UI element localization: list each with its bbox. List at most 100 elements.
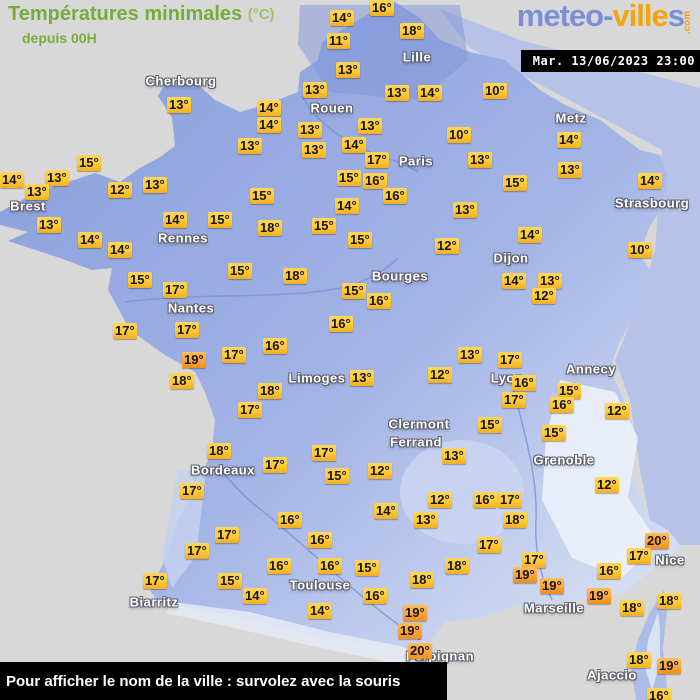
temperature-label[interactable]: 12° <box>108 182 132 198</box>
temperature-label[interactable]: 15° <box>325 468 349 484</box>
temperature-label[interactable]: 13° <box>45 170 69 186</box>
temperature-label[interactable]: 20° <box>645 533 669 549</box>
temperature-label[interactable]: 15° <box>77 155 101 171</box>
temperature-label[interactable]: 14° <box>330 10 354 26</box>
temperature-label[interactable]: 17° <box>215 527 239 543</box>
temperature-label[interactable]: 10° <box>628 242 652 258</box>
temperature-label[interactable]: 16° <box>473 492 497 508</box>
temperature-label[interactable]: 19° <box>513 567 537 583</box>
temperature-label[interactable]: 14° <box>163 212 187 228</box>
temperature-label[interactable]: 13° <box>37 217 61 233</box>
temperature-label[interactable]: 17° <box>498 492 522 508</box>
temperature-label[interactable]: 13° <box>468 152 492 168</box>
temperature-label[interactable]: 17° <box>312 445 336 461</box>
temperature-label[interactable]: 15° <box>337 170 361 186</box>
temperature-label[interactable]: 14° <box>0 172 24 188</box>
temperature-label[interactable]: 16° <box>367 293 391 309</box>
temperature-label[interactable]: 13° <box>303 82 327 98</box>
temperature-label[interactable]: 16° <box>308 532 332 548</box>
temperature-label[interactable]: 13° <box>298 122 322 138</box>
temperature-label[interactable]: 13° <box>302 142 326 158</box>
temperature-label[interactable]: 13° <box>238 138 262 154</box>
temperature-label[interactable]: 18° <box>627 652 651 668</box>
temperature-label[interactable]: 13° <box>558 162 582 178</box>
temperature-label[interactable]: 16° <box>318 558 342 574</box>
temperature-label[interactable]: 19° <box>587 588 611 604</box>
temperature-label[interactable]: 12° <box>532 288 556 304</box>
temperature-label[interactable]: 17° <box>263 457 287 473</box>
temperature-label[interactable]: 18° <box>400 23 424 39</box>
temperature-label[interactable]: 17° <box>365 152 389 168</box>
temperature-label[interactable]: 10° <box>447 127 471 143</box>
temperature-label[interactable]: 18° <box>620 600 644 616</box>
temperature-label[interactable]: 17° <box>477 537 501 553</box>
temperature-label[interactable]: 18° <box>410 572 434 588</box>
temperature-label[interactable]: 16° <box>329 316 353 332</box>
temperature-label[interactable]: 14° <box>502 273 526 289</box>
temperature-label[interactable]: 13° <box>167 97 191 113</box>
temperature-label[interactable]: 14° <box>257 100 281 116</box>
temperature-label[interactable]: 14° <box>257 117 281 133</box>
temperature-label[interactable]: 14° <box>108 242 132 258</box>
temperature-label[interactable]: 15° <box>218 573 242 589</box>
temperature-label[interactable]: 14° <box>243 588 267 604</box>
temperature-label[interactable]: 19° <box>403 605 427 621</box>
temperature-label[interactable]: 15° <box>348 232 372 248</box>
temperature-label[interactable]: 13° <box>453 202 477 218</box>
temperature-label[interactable]: 17° <box>180 483 204 499</box>
temperature-label[interactable]: 17° <box>498 352 522 368</box>
temperature-label[interactable]: 17° <box>185 543 209 559</box>
temperature-label[interactable]: 19° <box>540 578 564 594</box>
temperature-label[interactable]: 14° <box>308 603 332 619</box>
temperature-label[interactable]: 17° <box>627 548 651 564</box>
temperature-label[interactable]: 13° <box>414 512 438 528</box>
temperature-label[interactable]: 16° <box>597 563 621 579</box>
temperature-label[interactable]: 19° <box>657 658 681 674</box>
temperature-label[interactable]: 14° <box>342 137 366 153</box>
temperature-label[interactable]: 13° <box>538 273 562 289</box>
temperature-label[interactable]: 18° <box>207 443 231 459</box>
temperature-label[interactable]: 12° <box>435 238 459 254</box>
temperature-label[interactable]: 20° <box>408 643 432 659</box>
temperature-label[interactable]: 14° <box>374 503 398 519</box>
temperature-label[interactable]: 18° <box>283 268 307 284</box>
temperature-label[interactable]: 17° <box>143 573 167 589</box>
temperature-label[interactable]: 16° <box>512 375 536 391</box>
temperature-label[interactable]: 13° <box>358 118 382 134</box>
temperature-label[interactable]: 13° <box>350 370 374 386</box>
temperature-label[interactable]: 15° <box>128 272 152 288</box>
temperature-label[interactable]: 18° <box>503 512 527 528</box>
temperature-label[interactable]: 18° <box>258 220 282 236</box>
temperature-label[interactable]: 17° <box>502 392 526 408</box>
temperature-label[interactable]: 18° <box>170 373 194 389</box>
temperature-label[interactable]: 17° <box>163 282 187 298</box>
temperature-label[interactable]: 14° <box>518 227 542 243</box>
temperature-label[interactable]: 15° <box>250 188 274 204</box>
temperature-label[interactable]: 11° <box>327 33 350 49</box>
temperature-label[interactable]: 15° <box>557 383 581 399</box>
temperature-label[interactable]: 19° <box>398 623 422 639</box>
temperature-label[interactable]: 12° <box>428 367 452 383</box>
temperature-label[interactable]: 15° <box>478 417 502 433</box>
temperature-label[interactable]: 13° <box>442 448 466 464</box>
temperature-label[interactable]: 12° <box>428 492 452 508</box>
temperature-label[interactable]: 13° <box>143 177 167 193</box>
temperature-label[interactable]: 12° <box>368 463 392 479</box>
temperature-label[interactable]: 14° <box>638 173 662 189</box>
temperature-label[interactable]: 13° <box>458 347 482 363</box>
temperature-label[interactable]: 15° <box>312 218 336 234</box>
temperature-label[interactable]: 10° <box>483 83 507 99</box>
temperature-label[interactable]: 13° <box>25 184 49 200</box>
temperature-label[interactable]: 16° <box>363 173 387 189</box>
temperature-label[interactable]: 17° <box>222 347 246 363</box>
temperature-label[interactable]: 16° <box>383 188 407 204</box>
temperature-label[interactable]: 17° <box>522 552 546 568</box>
temperature-label[interactable]: 16° <box>267 558 291 574</box>
temperature-label[interactable]: 18° <box>258 383 282 399</box>
temperature-label[interactable]: 18° <box>657 593 681 609</box>
temperature-label[interactable]: 17° <box>175 322 199 338</box>
temperature-label[interactable]: 14° <box>78 232 102 248</box>
temperature-label[interactable]: 13° <box>385 85 409 101</box>
temperature-label[interactable]: 15° <box>342 283 366 299</box>
temperature-label[interactable]: 17° <box>238 402 262 418</box>
